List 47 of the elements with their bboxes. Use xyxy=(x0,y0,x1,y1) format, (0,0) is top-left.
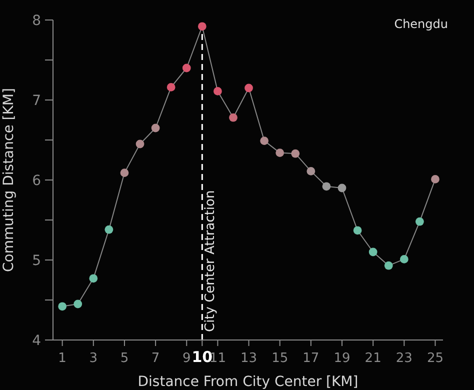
point xyxy=(214,87,222,96)
y-tick-label: 6 xyxy=(32,173,42,189)
x-tick-label: 7 xyxy=(151,351,160,366)
point xyxy=(104,225,114,234)
point xyxy=(431,175,440,184)
point xyxy=(353,226,362,235)
point xyxy=(58,302,67,311)
y-axis-title: Commuting Distance [KM] xyxy=(0,88,17,272)
point xyxy=(229,113,238,122)
y-tick-label: 8 xyxy=(32,13,41,29)
x-tick-label: 17 xyxy=(302,351,320,366)
x-tick-label: 15 xyxy=(272,351,288,366)
point xyxy=(415,217,424,226)
x-tick-label: 13 xyxy=(240,351,258,366)
point xyxy=(136,140,144,148)
point xyxy=(276,148,284,157)
x-tick-label: 21 xyxy=(364,351,382,366)
ref-line-label: City Center Attraction xyxy=(203,190,218,332)
point xyxy=(260,136,269,145)
point xyxy=(322,182,331,191)
y-tick-label: 7 xyxy=(32,93,41,109)
point xyxy=(89,274,98,283)
y-tick-label: 4 xyxy=(32,333,42,349)
x-axis-title: Distance From City Center [KM] xyxy=(138,374,358,390)
point xyxy=(400,255,408,264)
x-tick-label: 19 xyxy=(334,351,350,366)
point xyxy=(120,168,129,177)
x-tick-label: 9 xyxy=(182,351,191,366)
x-tick-label: 5 xyxy=(120,351,129,366)
point xyxy=(244,84,253,92)
annotation: Chengdu xyxy=(394,17,448,31)
point xyxy=(74,300,82,308)
x-tick-label: 10 xyxy=(192,348,213,366)
point xyxy=(198,22,206,31)
point xyxy=(368,248,378,256)
x-tick-label: 3 xyxy=(89,351,98,366)
x-tick-label: 25 xyxy=(426,351,444,366)
point xyxy=(306,167,316,176)
x-tick-label: 23 xyxy=(396,351,412,366)
point xyxy=(166,83,176,92)
point xyxy=(384,261,393,270)
point xyxy=(151,124,160,132)
x-tick-label: 1 xyxy=(58,351,66,366)
point xyxy=(182,64,191,72)
point xyxy=(338,184,346,192)
y-tick-label: 5 xyxy=(32,253,41,269)
point xyxy=(291,149,300,158)
